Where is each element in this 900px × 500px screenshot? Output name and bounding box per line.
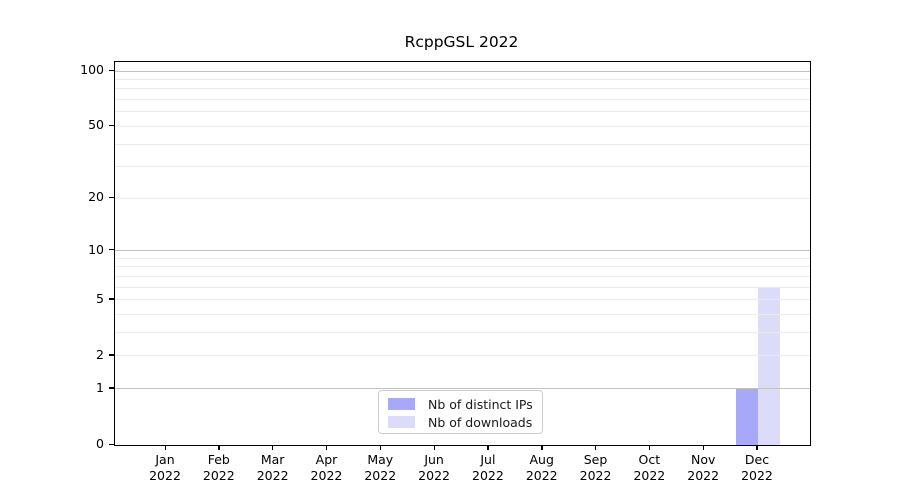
x-axis-tick: [379, 445, 382, 450]
y-axis-tick: [109, 354, 114, 356]
x-tick-label: Dec 2022: [725, 452, 789, 483]
gridline-minor: [115, 332, 810, 334]
x-tick-label: May 2022: [348, 452, 412, 483]
x-tick-year: 2022: [525, 467, 558, 483]
y-axis-tick: [109, 196, 114, 199]
gridline-major: [115, 70, 810, 72]
x-axis-tick: [541, 445, 543, 450]
x-tick-label: Aug 2022: [510, 452, 574, 483]
x-tick-year: 2022: [364, 467, 397, 483]
y-axis-tick: [109, 443, 114, 445]
y-tick-label: 1: [96, 379, 104, 395]
bar-distinct-ips: [735, 388, 758, 445]
x-axis-tick: [325, 445, 328, 450]
x-tick-label: Nov 2022: [671, 452, 735, 483]
y-tick-label: 2: [96, 346, 104, 362]
x-tick-month: Apr: [315, 452, 338, 467]
x-tick-year: 2022: [741, 467, 773, 483]
gridline-minor: [115, 88, 810, 90]
y-tick-label: 5: [96, 290, 104, 306]
gridline-minor: [115, 143, 810, 145]
x-axis-tick: [487, 445, 489, 450]
x-tick-label: Jul 2022: [456, 452, 520, 483]
gridline-minor: [115, 125, 810, 127]
legend-item-distinct-ips: Nb of distinct IPs: [379, 395, 542, 413]
x-tick-year: 2022: [472, 467, 504, 483]
y-axis-tick: [109, 124, 114, 127]
x-tick-month: Jun: [424, 452, 444, 467]
x-tick-month: Jan: [155, 452, 175, 467]
x-tick-label: Jun 2022: [402, 452, 466, 483]
gridline-major: [115, 250, 810, 252]
x-tick-year: 2022: [633, 467, 666, 483]
legend-swatch-distinct-ips: [388, 398, 415, 410]
gridline-minor: [115, 99, 810, 101]
x-tick-year: 2022: [310, 467, 343, 483]
gridline-minor: [115, 299, 810, 301]
x-axis-tick: [272, 445, 274, 450]
y-axis-tick: [109, 69, 114, 71]
x-tick-year: 2022: [418, 467, 450, 483]
x-axis-tick: [218, 445, 220, 450]
gridline-minor: [115, 275, 810, 277]
y-tick-label: 100: [80, 62, 104, 77]
plot-area: [114, 61, 811, 446]
x-tick-month: Aug: [529, 452, 554, 467]
x-tick-month: Nov: [690, 452, 716, 467]
x-tick-label: Feb 2022: [187, 452, 251, 483]
chart-title: RcppGSL 2022: [404, 33, 519, 51]
bar-downloads: [757, 287, 780, 445]
x-tick-label: Apr 2022: [294, 452, 358, 483]
x-axis-tick: [702, 445, 704, 450]
x-tick-label: Oct 2022: [617, 452, 681, 483]
x-tick-year: 2022: [202, 467, 235, 483]
x-tick-label: Sep 2022: [564, 452, 628, 483]
gridline-minor: [115, 286, 810, 288]
y-axis-tick: [109, 298, 114, 300]
legend-item-downloads: Nb of downloads: [379, 413, 542, 431]
gridline-minor: [115, 355, 810, 357]
gridline-minor: [115, 314, 810, 316]
x-tick-year: 2022: [149, 467, 181, 483]
y-axis-tick: [109, 249, 114, 251]
legend-label-distinct-ips: Nb of distinct IPs: [428, 396, 533, 412]
legend-label-downloads: Nb of downloads: [428, 414, 533, 430]
y-tick-label: 0: [96, 436, 104, 451]
gridline-minor: [115, 166, 810, 168]
gridline-major: [115, 388, 810, 390]
x-tick-label: Jan 2022: [133, 452, 197, 483]
y-axis-tick: [109, 387, 114, 389]
x-tick-year: 2022: [579, 467, 612, 483]
x-axis-tick: [433, 445, 435, 450]
x-tick-month: Jul: [480, 452, 496, 467]
x-axis-tick: [164, 445, 166, 450]
x-tick-month: Dec: [744, 452, 770, 467]
gridline-minor: [115, 78, 810, 80]
x-axis-tick: [648, 445, 651, 450]
x-tick-month: Feb: [207, 452, 230, 467]
y-tick-label: 50: [88, 117, 104, 133]
x-tick-label: Mar 2022: [241, 452, 305, 483]
x-axis-tick: [756, 445, 758, 450]
gridline-minor: [115, 257, 810, 259]
x-tick-month: Mar: [260, 452, 285, 467]
x-tick-month: Oct: [638, 452, 661, 467]
gridline-minor: [115, 197, 810, 199]
legend-swatch-downloads: [388, 416, 415, 428]
x-tick-year: 2022: [687, 467, 720, 483]
y-tick-label: 10: [88, 241, 104, 257]
x-axis-tick: [595, 445, 597, 450]
x-tick-year: 2022: [256, 467, 289, 483]
x-tick-month: May: [367, 452, 394, 467]
gridline-minor: [115, 266, 810, 268]
legend: Nb of distinct IPs Nb of downloads: [378, 390, 543, 434]
gridline-minor: [115, 111, 810, 113]
x-tick-month: Sep: [583, 452, 608, 467]
y-tick-label: 20: [88, 189, 104, 205]
